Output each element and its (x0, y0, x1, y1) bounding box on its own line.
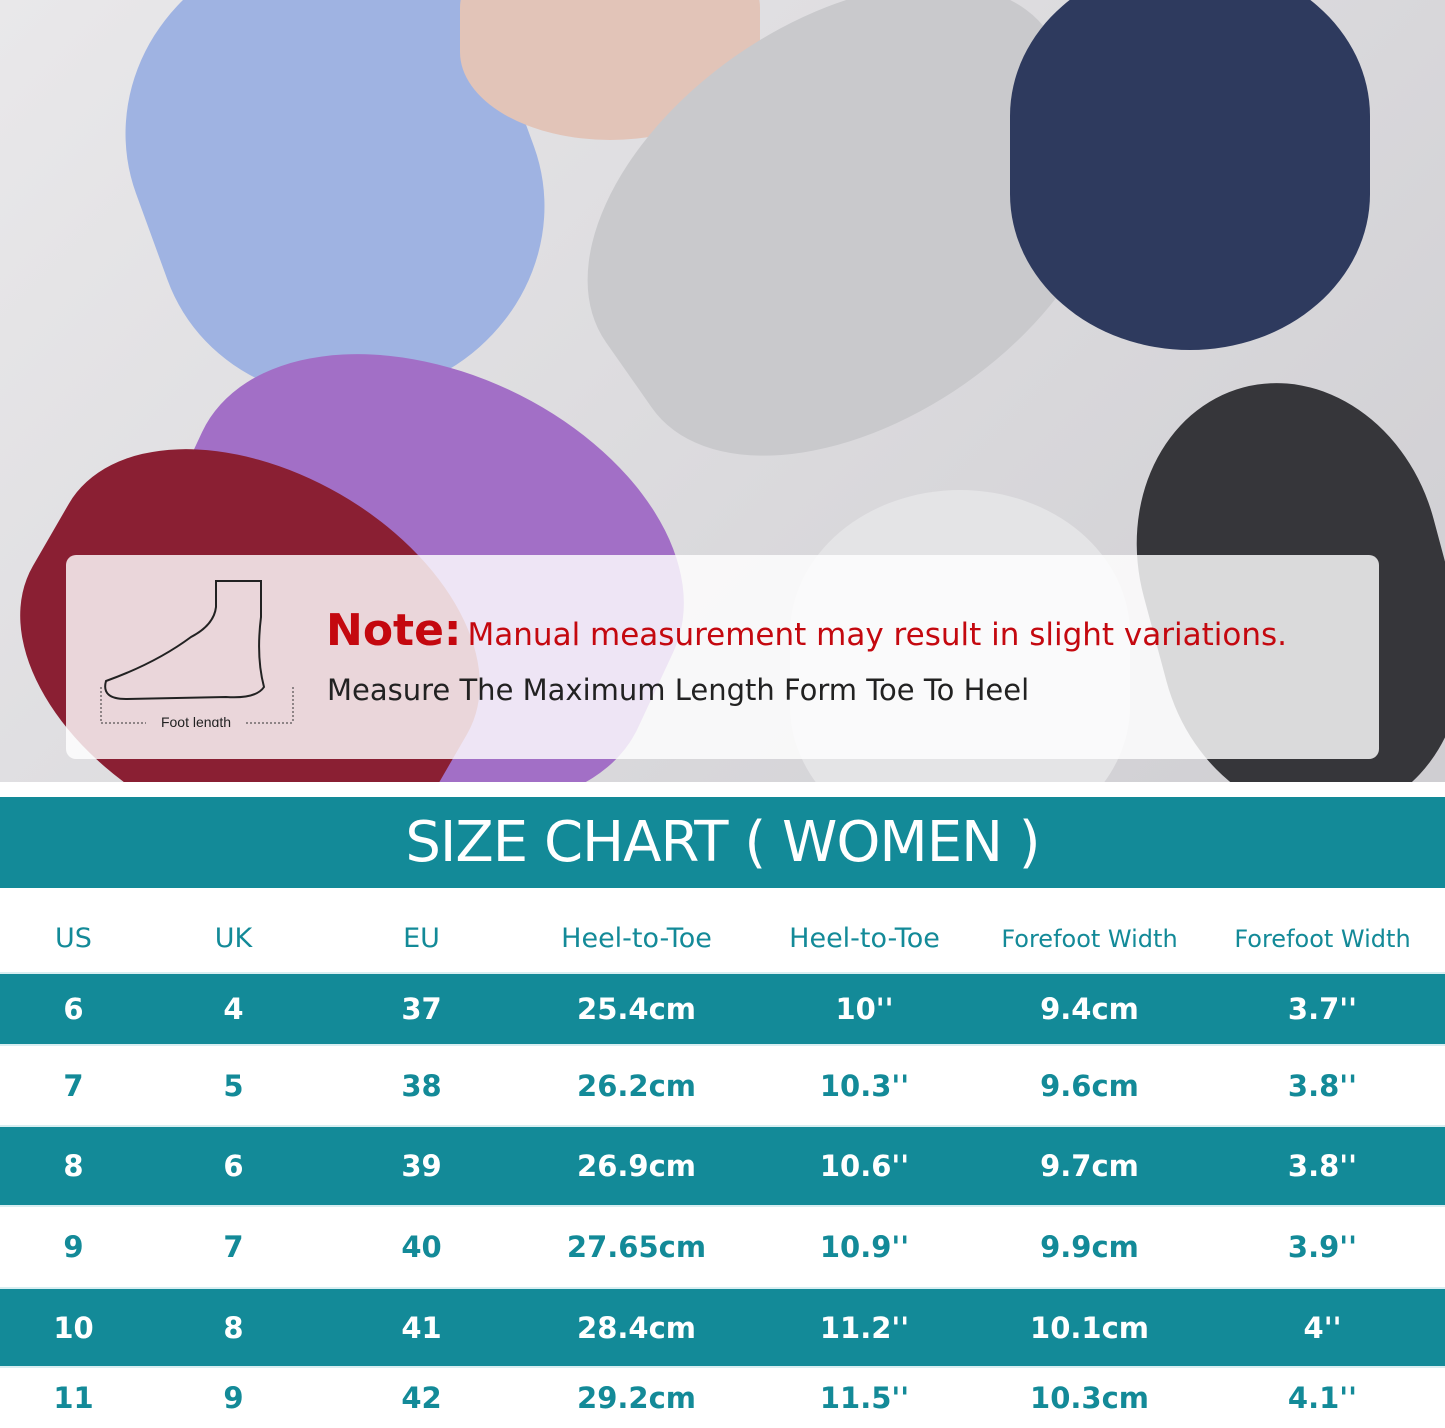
table-cell: 38 (401, 1068, 442, 1103)
table-cell: 7 (63, 1068, 84, 1103)
table-cell: 4 (223, 992, 244, 1026)
table-cell: 39 (401, 1149, 442, 1183)
table-cell: 11.2'' (819, 1310, 910, 1345)
table-cell: 10.6'' (819, 1149, 910, 1183)
table-row: 6 4 37 25.4cm 10'' 9.4cm 3.7'' (0, 972, 1445, 1044)
table-cell: 41 (401, 1310, 442, 1345)
table-row: 11 9 42 29.2cm 11.5'' 10.3cm 4.1'' (0, 1366, 1445, 1428)
col-uk: UK (214, 923, 253, 954)
table-row: 10 8 41 28.4cm 11.2'' 10.1cm 4'' (0, 1287, 1445, 1366)
table-cell: 10.9'' (819, 1230, 910, 1264)
table-header: US UK EU Heel-to-Toe Heel-to-Toe Forefoo… (0, 905, 1445, 972)
table-cell: 9.4cm (1040, 992, 1139, 1026)
table-cell: 6 (223, 1149, 244, 1183)
table-cell: 9.7cm (1040, 1149, 1139, 1183)
col-forefoot-in: Forefoot Width (1234, 924, 1411, 953)
product-photo: Foot length Note: Manual measurement may … (0, 0, 1445, 782)
table-cell: 11.5'' (819, 1381, 910, 1415)
table-cell: 28.4cm (577, 1310, 696, 1345)
foot-length-label: Foot length (161, 714, 231, 727)
table-row: 7 5 38 26.2cm 10.3'' 9.6cm 3.8'' (0, 1044, 1445, 1125)
table-cell: 10 (53, 1310, 94, 1345)
table-cell: 10.1cm (1030, 1310, 1149, 1345)
table-cell: 9.9cm (1040, 1230, 1139, 1264)
table-cell: 26.2cm (577, 1068, 696, 1103)
table-cell: 8 (63, 1149, 84, 1183)
table-cell: 4'' (1303, 1310, 1342, 1345)
note-panel: Foot length Note: Manual measurement may … (66, 555, 1379, 759)
table-cell: 27.65cm (566, 1230, 707, 1264)
col-heel-toe-cm: Heel-to-Toe (561, 923, 712, 954)
table-cell: 6 (63, 992, 84, 1026)
table-cell: 3.8'' (1287, 1068, 1358, 1103)
table-cell: 29.2cm (577, 1381, 696, 1415)
table-row: 9 7 40 27.65cm 10.9'' 9.9cm 3.9'' (0, 1205, 1445, 1287)
note-text: Manual measurement may result in slight … (467, 617, 1288, 653)
foot-diagram-icon: Foot length (100, 580, 294, 727)
table-cell: 42 (401, 1381, 442, 1415)
table-cell: 3.9'' (1287, 1230, 1358, 1264)
table-cell: 3.8'' (1287, 1149, 1358, 1183)
table-cell: 9 (63, 1230, 84, 1264)
table-cell: 4.1'' (1287, 1381, 1358, 1415)
col-us: US (55, 923, 92, 954)
note-label: Note: (326, 605, 462, 656)
table-cell: 26.9cm (577, 1149, 696, 1183)
col-heel-toe-in: Heel-to-Toe (789, 923, 940, 954)
table-cell: 10.3cm (1030, 1381, 1149, 1415)
table-cell: 40 (401, 1230, 442, 1264)
navy-slipper (1010, 0, 1370, 350)
table-cell: 37 (401, 992, 442, 1026)
col-eu: EU (403, 923, 440, 954)
size-chart-title: SIZE CHART ( WOMEN ) (0, 797, 1445, 888)
table-cell: 8 (223, 1310, 244, 1345)
note-subtext: Measure The Maximum Length Form Toe To H… (327, 673, 1030, 707)
table-cell: 11 (53, 1381, 94, 1415)
table-cell: 10'' (835, 992, 894, 1026)
table-row: 8 6 39 26.9cm 10.6'' 9.7cm 3.8'' (0, 1125, 1445, 1205)
table-cell: 25.4cm (577, 992, 696, 1026)
table-cell: 3.7'' (1287, 992, 1358, 1026)
col-forefoot-cm: Forefoot Width (1001, 924, 1178, 953)
table-cell: 5 (223, 1068, 244, 1103)
table-cell: 9 (223, 1381, 244, 1415)
size-table: US UK EU Heel-to-Toe Heel-to-Toe Forefoo… (0, 905, 1445, 1428)
table-cell: 9.6cm (1040, 1068, 1139, 1103)
table-cell: 7 (223, 1230, 244, 1264)
table-cell: 10.3'' (819, 1068, 910, 1103)
note-heading: Note: Manual measurement may result in sl… (326, 605, 1287, 656)
